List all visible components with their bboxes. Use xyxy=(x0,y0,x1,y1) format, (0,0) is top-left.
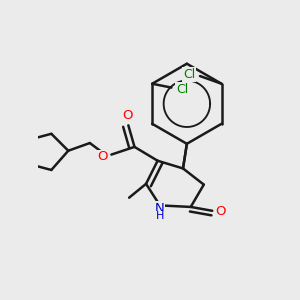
Text: Cl: Cl xyxy=(183,68,195,81)
Text: Cl: Cl xyxy=(176,82,188,96)
Text: O: O xyxy=(122,109,133,122)
Text: O: O xyxy=(98,150,108,164)
Text: O: O xyxy=(215,205,226,218)
Text: N: N xyxy=(155,202,165,215)
Text: H: H xyxy=(156,211,164,221)
